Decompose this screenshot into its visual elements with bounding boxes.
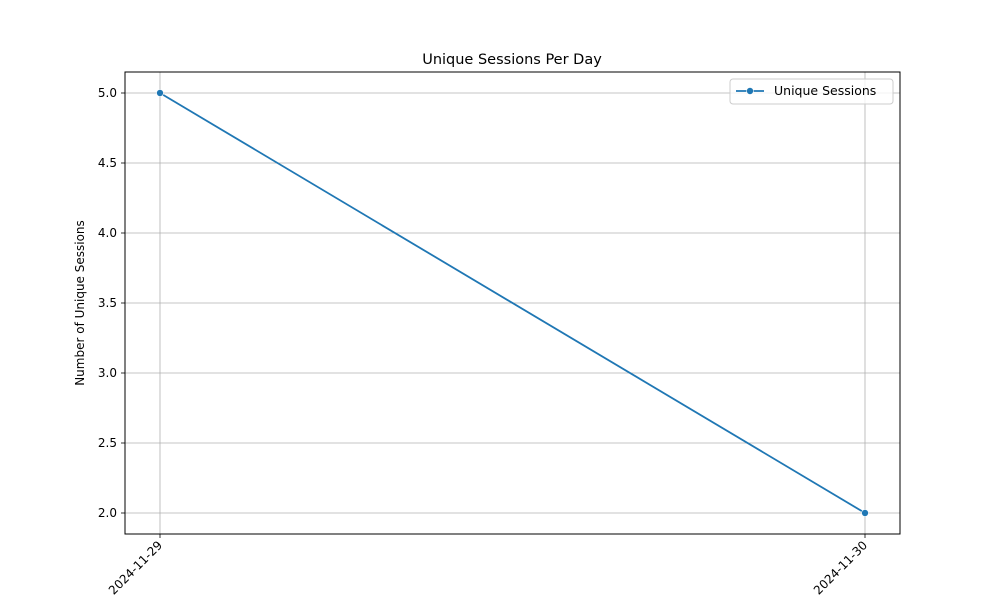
series-layer	[156, 89, 869, 517]
y-tick-label: 4.5	[98, 156, 117, 170]
y-tick-label: 2.5	[98, 436, 117, 450]
legend-label: Unique Sessions	[774, 83, 876, 98]
data-point	[156, 89, 164, 97]
y-axis-label: Number of Unique Sessions	[73, 220, 87, 386]
x-tick-label: 2024-11-30	[811, 538, 870, 597]
y-tick-label: 3.0	[98, 366, 117, 380]
legend-box	[729, 78, 894, 105]
y-tick-label: 2.0	[98, 506, 117, 520]
y-tick-label: 3.5	[98, 296, 117, 310]
y-tick-label: 4.0	[98, 226, 117, 240]
data-point	[861, 509, 869, 517]
legend-marker-swatch	[746, 87, 754, 95]
chart-title: Unique Sessions Per Day	[422, 52, 602, 68]
plot-area: 2.0 2.5 3.0 3.5 4.0 4.5 5.0 2024-11-29 2024-11-3…	[98, 71, 901, 597]
y-tick-label: 5.0	[98, 86, 117, 100]
x-tick-label: 2024-11-29	[106, 538, 165, 597]
legend: Unique Sessions	[729, 78, 894, 105]
grid-lines	[125, 72, 900, 534]
series-line	[159, 92, 866, 514]
